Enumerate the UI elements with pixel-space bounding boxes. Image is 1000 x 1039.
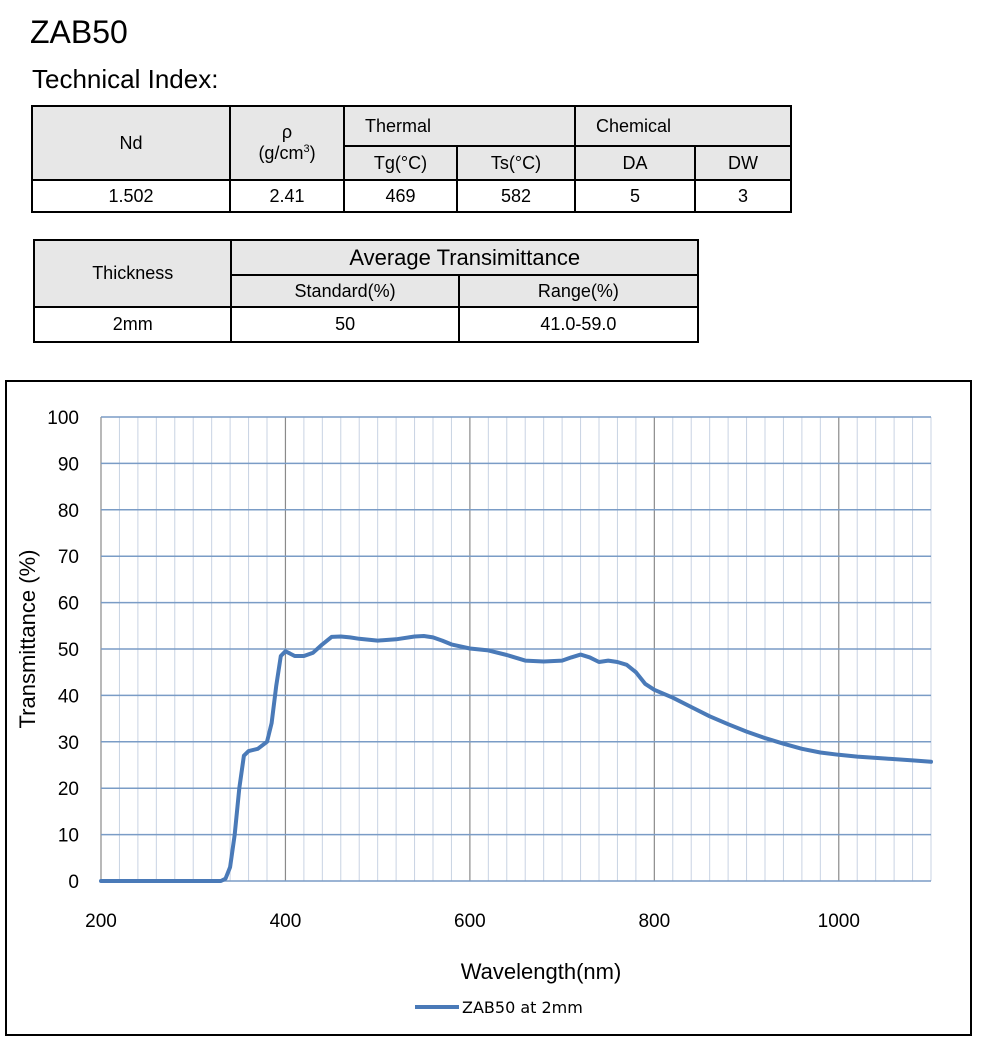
- page-title: ZAB50: [30, 14, 128, 50]
- range-header: Range(%): [457, 274, 700, 308]
- y-axis-label: Transmittance (%): [15, 550, 40, 729]
- ts-value: 582: [456, 179, 576, 213]
- y-tick-label: 90: [58, 454, 79, 475]
- da-header: DA: [574, 145, 696, 181]
- x-tick-label: 1000: [818, 911, 860, 932]
- thickness-header: Thickness: [32, 239, 233, 308]
- y-tick-label: 30: [58, 733, 79, 754]
- x-axis-label: Wavelength(nm): [461, 959, 622, 984]
- y-tick-label: 80: [58, 501, 79, 522]
- y-tick-label: 40: [58, 686, 79, 707]
- density-header: ρ (g/cm3): [229, 105, 345, 181]
- avg-transmittance-header: Average Transimittance: [230, 239, 699, 276]
- tg-value: 469: [343, 179, 458, 213]
- y-tick-label: 60: [58, 594, 79, 615]
- y-tick-label: 100: [47, 408, 79, 429]
- tg-header: Tg(°C): [343, 145, 458, 181]
- transmittance-chart: 0 10 20 30 40 50 60 70 80 90 100 200 400 600 800 1000 Wa…: [15, 408, 933, 1017]
- x-tick-label: 400: [270, 911, 302, 932]
- x-tick-label: 600: [454, 911, 486, 932]
- density-value: 2.41: [229, 179, 345, 213]
- chart-frame: 0 10 20 30 40 50 60 70 80 90 100 200 400 600 800 1000 Wa…: [5, 380, 972, 1036]
- standard-header: Standard(%): [230, 274, 460, 308]
- y-tick-label: 20: [58, 779, 79, 800]
- y-tick-label: 0: [68, 872, 79, 893]
- y-tick-label: 10: [58, 826, 79, 847]
- ts-header: Ts(°C): [456, 145, 576, 181]
- section-heading: Technical Index:: [32, 64, 219, 94]
- dw-header: DW: [694, 145, 792, 181]
- dw-value: 3: [694, 179, 792, 213]
- thermal-header: Thermal: [343, 105, 576, 147]
- technical-index-table: Nd ρ (g/cm3) Thermal Chemical Tg(°C) Ts(…: [31, 105, 792, 213]
- legend-label: ZAB50 at 2mm: [462, 998, 583, 1017]
- y-tick-label: 70: [58, 547, 79, 568]
- x-tick-label: 800: [638, 911, 670, 932]
- range-value: 41.0-59.0: [457, 306, 700, 343]
- density-unit: (g/cm3): [258, 143, 316, 163]
- chemical-header: Chemical: [574, 105, 792, 147]
- nd-header: Nd: [31, 105, 231, 181]
- series-line: [99, 634, 933, 883]
- nd-value: 1.502: [31, 179, 231, 213]
- y-tick-label: 50: [58, 640, 79, 661]
- x-tick-label: 200: [85, 911, 117, 932]
- density-symbol: ρ: [281, 122, 293, 142]
- thickness-value: 2mm: [32, 306, 233, 343]
- da-value: 5: [574, 179, 696, 213]
- transmittance-table: Thickness Average Transimittance Standar…: [32, 239, 700, 343]
- standard-value: 50: [230, 306, 460, 343]
